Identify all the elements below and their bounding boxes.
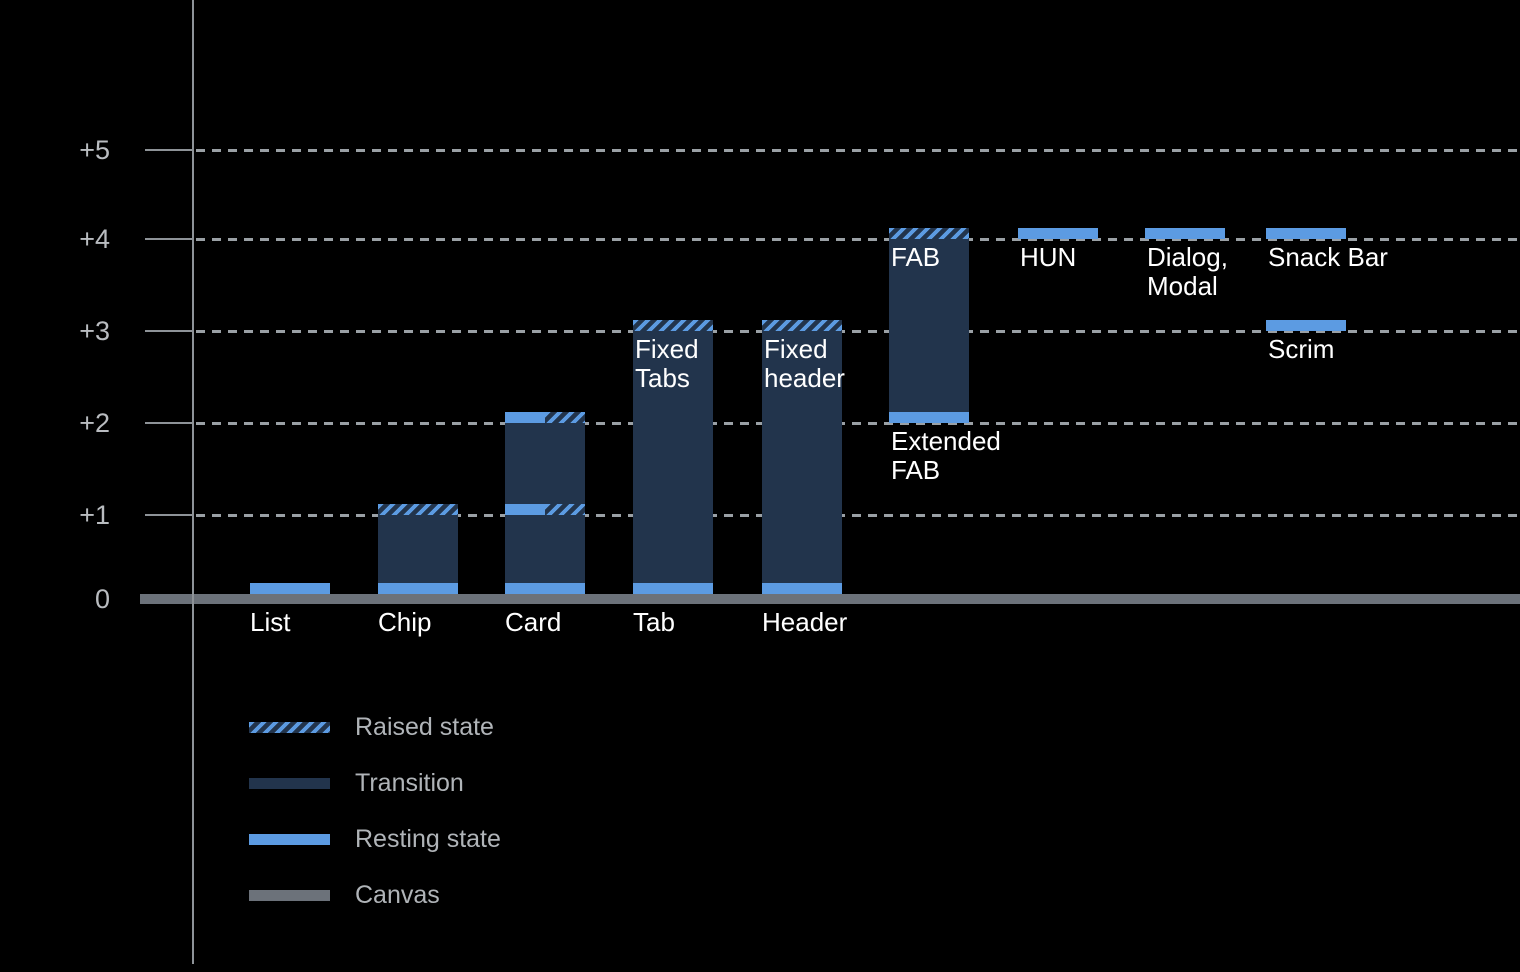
- legend-swatch-resting: [249, 834, 330, 845]
- legend-label: Canvas: [355, 881, 440, 909]
- band-resting: [889, 412, 969, 423]
- category-label: Header: [762, 607, 848, 637]
- band-raised: [762, 320, 842, 331]
- category-label: Tab: [633, 607, 675, 637]
- bar-label-line: Dialog,: [1147, 242, 1228, 272]
- band-resting: [250, 583, 330, 594]
- gridline-+2: [196, 422, 1520, 425]
- bar-label: Fixed header: [764, 335, 845, 393]
- axis-tick-+4: [145, 238, 192, 240]
- band-resting: [378, 583, 458, 594]
- y-axis-line: [192, 0, 194, 964]
- band-resting: [633, 583, 713, 594]
- canvas-baseline: [140, 594, 1520, 604]
- bar-label-line: Fixed: [635, 334, 699, 364]
- bar-label-line: HUN: [1020, 242, 1077, 272]
- axis-tick-+3: [145, 330, 192, 332]
- bar-label-line: header: [764, 363, 845, 393]
- band-split-resting: [505, 504, 545, 515]
- gridline-+1: [196, 514, 1520, 517]
- bar-label: HUN: [1020, 243, 1076, 272]
- bar-label-line: FAB: [891, 455, 941, 485]
- bar-transition: [505, 423, 585, 583]
- band-split-raised: [545, 504, 585, 515]
- gridline-+4: [196, 238, 1520, 241]
- bar-label: FAB: [891, 243, 940, 272]
- legend-label: Resting state: [355, 825, 501, 853]
- legend-label: Transition: [355, 769, 464, 797]
- bar-label: Extended FAB: [891, 427, 1001, 485]
- legend-label: Raised state: [355, 713, 494, 741]
- bar-label-line: Scrim: [1268, 334, 1335, 364]
- band-resting: [1266, 320, 1346, 331]
- category-label: List: [250, 607, 291, 637]
- bar-transition: [378, 515, 458, 583]
- bar-transition: [633, 331, 713, 583]
- band-resting: [505, 583, 585, 594]
- legend-swatch-canvas: [249, 890, 330, 901]
- y-axis-label-+5: +5: [79, 135, 110, 165]
- y-axis-label-+2: +2: [79, 408, 110, 438]
- band-raised: [633, 320, 713, 331]
- band-split-raised: [545, 412, 585, 423]
- y-axis-label-+3: +3: [79, 316, 110, 346]
- bar-label-line: Extended: [891, 426, 1001, 456]
- bar-label-line: Snack Bar: [1268, 242, 1388, 272]
- bar-label-line: FAB: [891, 242, 941, 272]
- band-resting: [1145, 228, 1225, 239]
- y-axis-label-+4: +4: [79, 224, 110, 254]
- band-split: [505, 504, 585, 515]
- axis-tick-+5: [145, 149, 192, 151]
- bar-label: Fixed Tabs: [635, 335, 699, 393]
- bar-transition: [889, 239, 969, 412]
- band-raised: [889, 228, 969, 239]
- band-resting: [762, 583, 842, 594]
- y-axis-label-+1: +1: [79, 500, 110, 530]
- band-resting: [1018, 228, 1098, 239]
- bar-label-line: Tabs: [635, 363, 690, 393]
- category-label: Card: [505, 607, 562, 637]
- legend-swatch-transition: [249, 778, 330, 789]
- bar-transition: [762, 331, 842, 583]
- band-resting: [1266, 228, 1346, 239]
- gridline-+3: [196, 330, 1520, 333]
- band-split: [505, 412, 585, 423]
- gridline-+5: [196, 149, 1520, 152]
- band-raised: [378, 504, 458, 515]
- bar-label: Scrim: [1268, 335, 1334, 364]
- axis-tick-+2: [145, 422, 192, 424]
- category-label: Chip: [378, 607, 432, 637]
- bar-label: Dialog, Modal: [1147, 243, 1228, 301]
- legend-swatch-raised: [249, 722, 330, 733]
- axis-tick-+1: [145, 514, 192, 516]
- y-axis-label-0: 0: [94, 584, 110, 614]
- bar-label-line: Fixed: [764, 334, 828, 364]
- band-split-resting: [505, 412, 545, 423]
- bar-label-line: Modal: [1147, 271, 1218, 301]
- bar-label: Snack Bar: [1268, 243, 1388, 272]
